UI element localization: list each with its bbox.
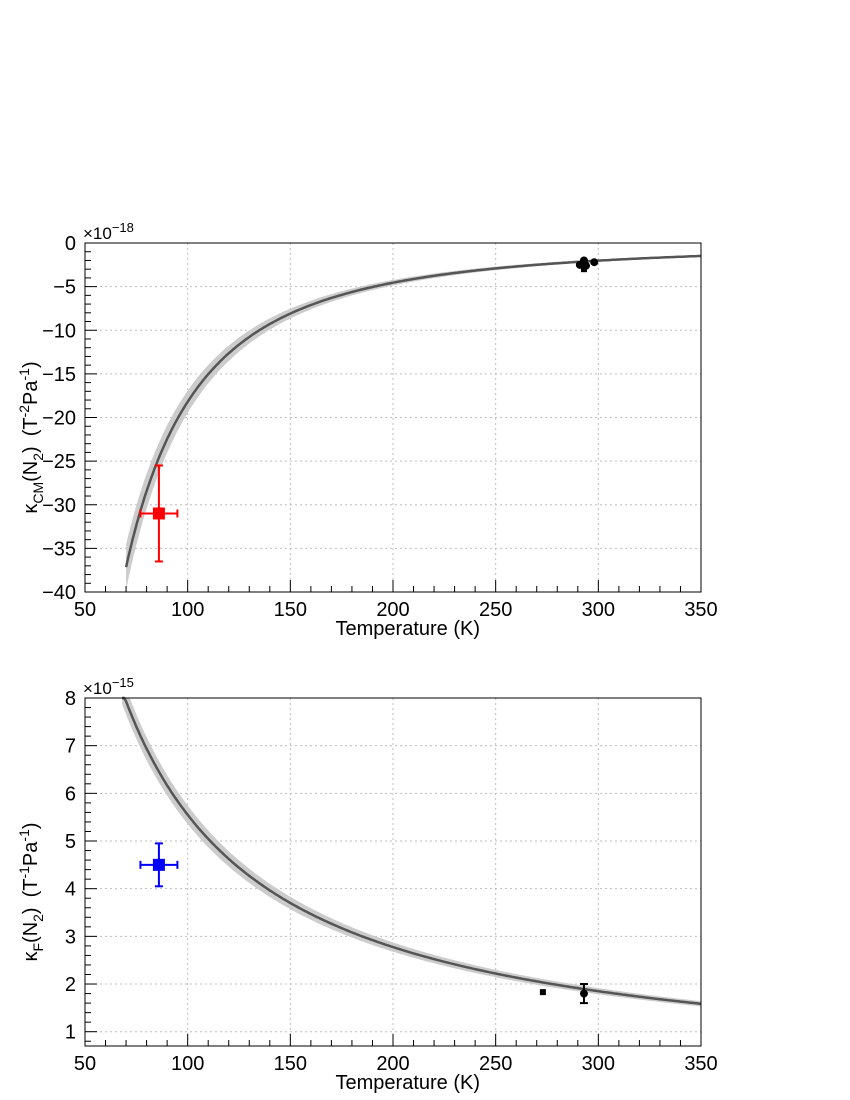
ylabel-unit-close: ) — [20, 361, 42, 368]
y-tick-label: −15 — [42, 364, 76, 386]
y-axis-title: κCM(N2) (T-2Pa-1) — [16, 361, 46, 513]
x-tick-label: 50 — [74, 1053, 96, 1075]
square-marker — [152, 858, 165, 871]
band-area — [126, 255, 702, 590]
square-marker — [580, 266, 587, 273]
y-tick-label: 4 — [65, 879, 76, 901]
multiplier-exponent: −15 — [112, 675, 134, 690]
y-tick-label: 6 — [65, 783, 76, 805]
square-marker — [539, 989, 546, 996]
ylabel-unit-close: ) — [20, 822, 42, 829]
x-tick-label: 300 — [582, 599, 615, 621]
y-tick-label: −35 — [42, 538, 76, 560]
x-tick-label: 300 — [582, 1053, 615, 1075]
data-point — [580, 266, 587, 273]
ylabel-base: κ — [20, 503, 42, 514]
uncertainty-band — [126, 255, 702, 590]
circle-marker — [590, 258, 599, 267]
ylabel-mid-sub: 2 — [30, 914, 46, 922]
kappa-cm-panel: 50 100 150 200 250 300 350 −40 −35 −30 −25 −20 −15 −1… — [16, 220, 718, 640]
data-point — [579, 983, 588, 1005]
x-tick-label: 250 — [479, 1053, 512, 1075]
plot-frame — [84, 242, 702, 593]
x-tick-label: 150 — [274, 599, 307, 621]
data-point — [590, 258, 599, 267]
y-tick-label: −5 — [53, 277, 76, 299]
x-tick-label: 150 — [274, 1053, 307, 1075]
ylabel-unit-sup1: -1 — [16, 866, 32, 879]
y-tick-label: 1 — [65, 1022, 76, 1044]
ylabel-mid-sub: 2 — [30, 453, 46, 461]
ylabel-mid: (N — [20, 461, 42, 482]
data-point — [139, 842, 179, 888]
y-tick-label: 5 — [65, 831, 76, 853]
y-tick-label: 8 — [65, 688, 76, 710]
y-axis-title: κF(N2)(T-1Pa-1) — [16, 822, 46, 961]
x-tick-label: 50 — [74, 599, 96, 621]
curve-line — [122, 696, 702, 1006]
y-tick-label: −20 — [42, 408, 76, 430]
plot-frame — [84, 697, 702, 1047]
circle-marker — [579, 989, 588, 998]
curve-line — [124, 254, 701, 568]
band-area — [122, 698, 701, 1007]
ylabel-base-sub: F — [30, 943, 46, 952]
ylabel-mid-close: ) — [20, 446, 42, 453]
ylabel-unit-sup2: -1 — [16, 829, 32, 842]
ylabel-base-sub: CM — [30, 482, 46, 504]
y-tick-label: 0 — [65, 233, 76, 255]
fit-curve — [122, 696, 702, 1006]
ylabel-base: κ — [20, 951, 42, 962]
y-multiplier: ×10−15 — [83, 675, 134, 698]
x-axis-title: Temperature (K) — [336, 1072, 481, 1094]
x-tick-label: 250 — [479, 599, 512, 621]
tick-labels: 50 100 150 200 250 300 350 1 2 3 4 5 6 7 8 — [65, 688, 718, 1075]
ylabel-unit-mid: Pa — [20, 841, 42, 866]
data-points — [139, 842, 588, 1005]
ylabel-unit-open: (T — [20, 879, 42, 898]
data-points — [139, 256, 599, 563]
x-tick-label: 350 — [684, 1053, 717, 1075]
x-tick-label: 100 — [171, 599, 204, 621]
multiplier-exponent: −18 — [112, 220, 134, 235]
grid — [85, 698, 701, 1046]
ylabel-mid: (N — [20, 922, 42, 943]
x-tick-label: 200 — [376, 1053, 409, 1075]
y-tick-label: 3 — [65, 926, 76, 948]
x-tick-label: 200 — [376, 599, 409, 621]
ylabel-unit-mid: Pa — [20, 380, 42, 405]
data-point — [539, 989, 546, 996]
y-tick-label: −10 — [42, 320, 76, 342]
y-tick-label: 7 — [65, 736, 76, 758]
ylabel-mid-close: ) — [20, 907, 42, 914]
kappa-f-panel: 50 100 150 200 250 300 350 1 2 3 4 5 6 7 8 ×10−15 Temp… — [16, 675, 718, 1094]
x-tick-label: 100 — [171, 1053, 204, 1075]
multiplier-base: ×10 — [83, 679, 112, 698]
grid — [85, 243, 701, 592]
tick-labels: 50 100 150 200 250 300 350 −40 −35 −30 −25 −20 −15 −1… — [42, 233, 718, 621]
y-multiplier: ×10−18 — [83, 220, 134, 243]
y-tick-label: −25 — [42, 451, 76, 473]
fit-curve — [124, 254, 701, 568]
multiplier-base: ×10 — [83, 224, 112, 243]
y-tick-label: 2 — [65, 974, 76, 996]
ylabel-unit-sup1: -2 — [16, 405, 32, 418]
ylabel-unit-sup2: -1 — [16, 368, 32, 381]
y-tick-label: −40 — [42, 582, 76, 604]
square-marker — [152, 507, 165, 520]
ylabel-unit-open: (T — [20, 417, 42, 436]
uncertainty-band — [122, 698, 701, 1007]
data-point — [139, 464, 179, 563]
x-tick-label: 350 — [684, 599, 717, 621]
x-axis-title: Temperature (K) — [336, 618, 481, 640]
y-tick-label: −30 — [42, 495, 76, 517]
